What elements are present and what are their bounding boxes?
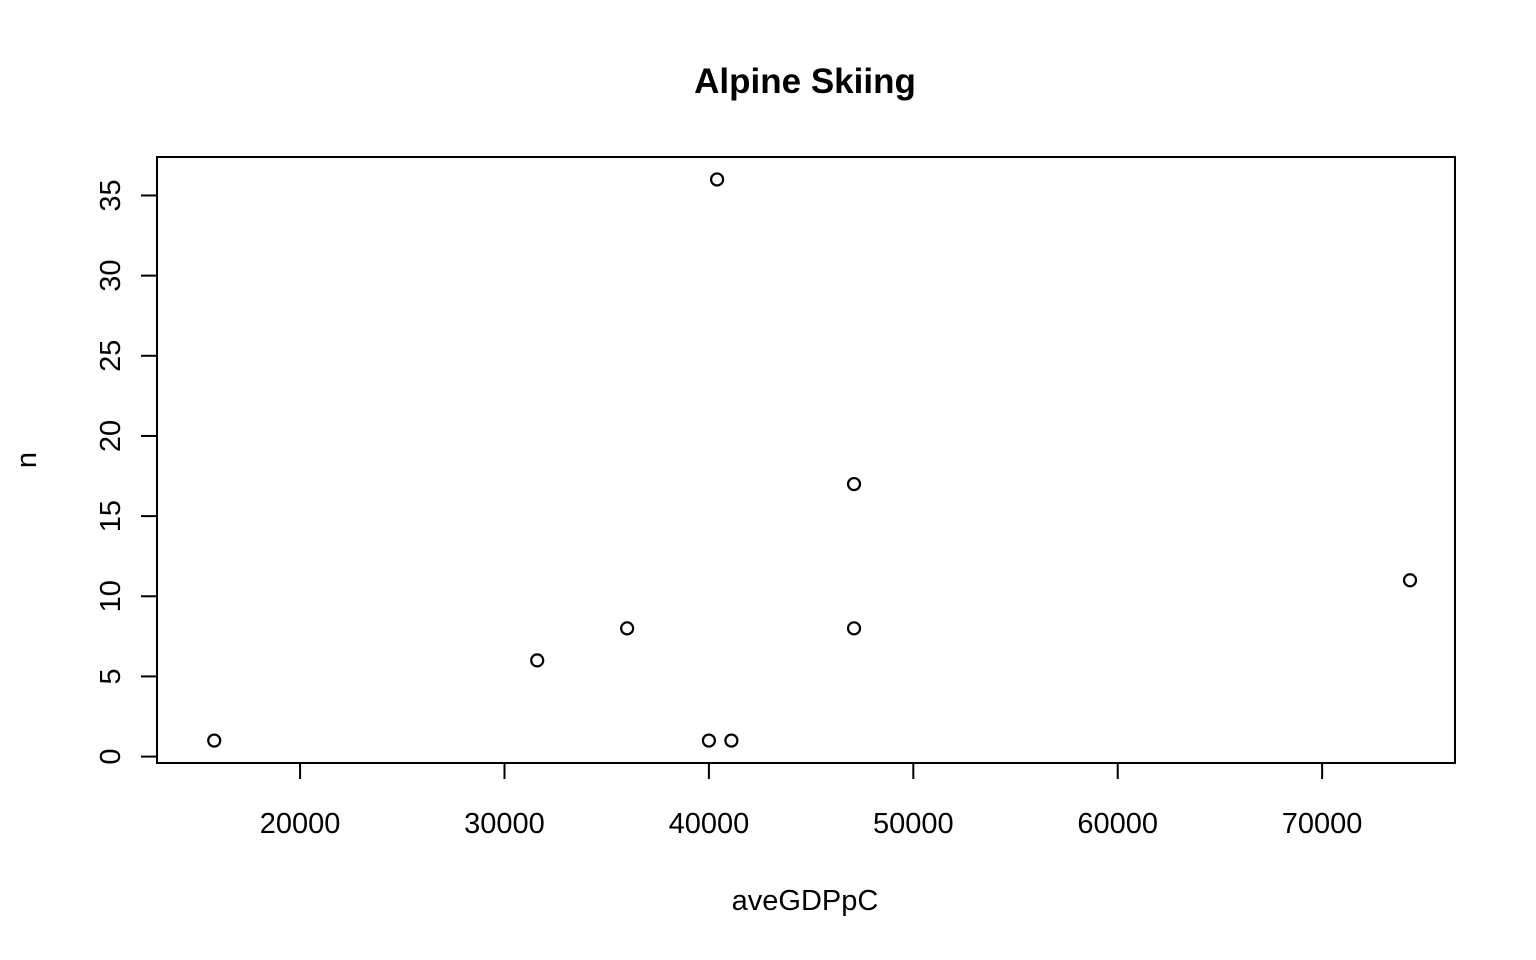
x-tick-label: 60000 (1077, 808, 1158, 840)
plot-frame (156, 156, 1456, 764)
x-tick-label: 30000 (464, 808, 545, 840)
data-point (709, 172, 725, 187)
data-point (701, 733, 717, 748)
x-tick-label: 70000 (1282, 808, 1363, 840)
data-point (620, 621, 635, 636)
y-tick-label: 35 (95, 179, 127, 211)
data-point (846, 621, 862, 636)
y-axis-label: n (11, 452, 43, 468)
data-point (724, 733, 739, 748)
data-point (207, 733, 222, 748)
data-point (846, 476, 862, 492)
x-tick-label: 20000 (260, 808, 341, 840)
data-point (530, 653, 545, 668)
data-point (1402, 573, 1418, 588)
y-tick-label: 25 (95, 340, 127, 372)
y-tick-label: 30 (95, 260, 127, 292)
y-tick-label: 0 (95, 749, 127, 765)
y-tick-label: 20 (95, 420, 127, 452)
y-tick-label: 10 (95, 580, 127, 612)
x-axis-label: aveGDPpC (732, 885, 879, 917)
y-tick-label: 15 (95, 500, 127, 532)
y-tick-label: 5 (95, 668, 127, 684)
x-tick-label: 50000 (873, 808, 954, 840)
x-tick-label: 40000 (669, 808, 750, 840)
data-points (207, 172, 1418, 748)
chart-title: Alpine Skiing (694, 62, 916, 101)
y-axis: 0 5 10 15 20 25 30 35 (95, 179, 158, 765)
x-axis: 20000 30000 40000 50000 60000 70000 (260, 762, 1363, 840)
